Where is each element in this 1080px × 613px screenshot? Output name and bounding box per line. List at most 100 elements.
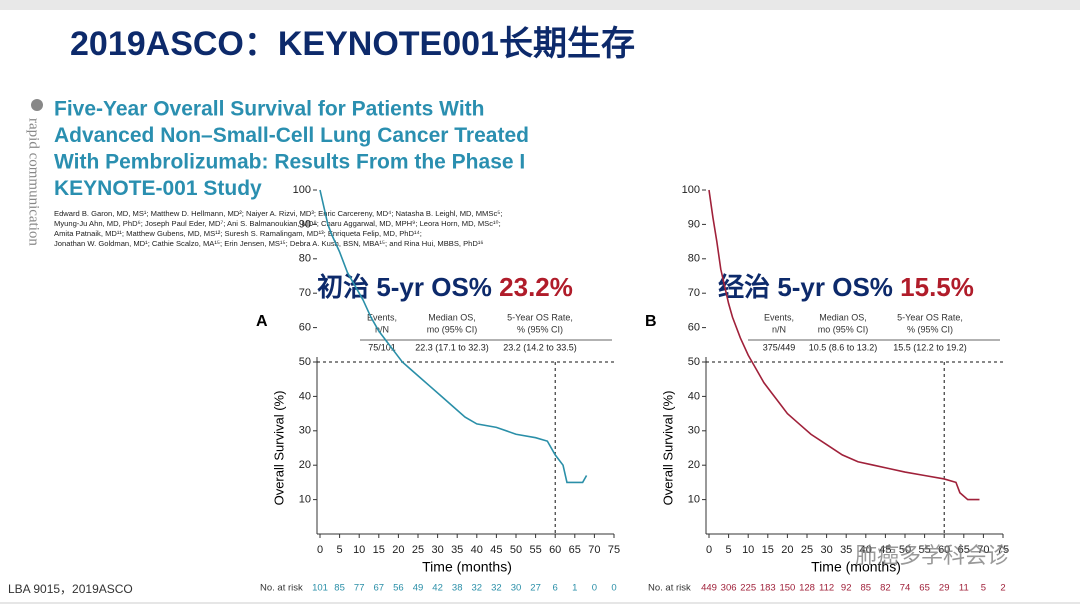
paper-title: KEYNOTE-001 Study <box>54 177 262 200</box>
x-tick-label: 45 <box>490 544 502 556</box>
heading-label: 初治 5-yr OS% <box>317 272 492 302</box>
x-tick-label: 75 <box>608 544 620 556</box>
x-tick-label: 10 <box>742 544 754 556</box>
logo-icon <box>31 99 43 111</box>
x-tick-label: 70 <box>977 544 989 556</box>
y-tick-label: 10 <box>299 494 311 506</box>
x-axis-label: Time (months) <box>422 559 512 575</box>
y-tick-label: 60 <box>688 322 700 334</box>
x-tick-label: 40 <box>860 544 872 556</box>
table-header: n/N <box>772 324 786 334</box>
at-risk-value: 449 <box>701 583 717 594</box>
footer: LBA 9015，2019ASCO <box>8 582 133 596</box>
table-header: % (95% CI) <box>517 324 563 334</box>
x-tick-label: 45 <box>879 544 891 556</box>
authors: Jonathan W. Goldman, MD¹; Cathie Scalzo,… <box>54 239 484 248</box>
at-risk-value: 30 <box>511 583 522 594</box>
x-tick-label: 5 <box>726 544 732 556</box>
y-axis-label: Overall Survival (%) <box>660 391 675 506</box>
x-tick-label: 75 <box>997 544 1009 556</box>
at-risk-value: 6 <box>553 583 558 594</box>
table-header: 5-Year OS Rate, <box>897 312 963 322</box>
x-tick-label: 50 <box>899 544 911 556</box>
at-risk-label: No. at risk <box>648 583 691 594</box>
at-risk-value: 92 <box>841 583 852 594</box>
y-tick-label: 90 <box>688 218 700 230</box>
authors: Edward B. Garon, MD, MS¹; Matthew D. Hel… <box>54 209 503 218</box>
at-risk-value: 2 <box>1000 583 1005 594</box>
at-risk-value: 82 <box>880 583 891 594</box>
table-header: n/N <box>375 324 389 334</box>
x-tick-label: 30 <box>820 544 832 556</box>
at-risk-label: No. at risk <box>260 583 303 594</box>
x-tick-label: 20 <box>781 544 793 556</box>
x-tick-label: 65 <box>958 544 970 556</box>
at-risk-value: 150 <box>779 583 795 594</box>
table-cell: 15.5 (12.2 to 19.2) <box>893 342 967 352</box>
at-risk-value: 0 <box>592 583 597 594</box>
survival-curve <box>319 189 588 484</box>
panel-letter: B <box>645 313 657 330</box>
x-tick-label: 15 <box>373 544 385 556</box>
table-cell: 10.5 (8.6 to 13.2) <box>809 342 878 352</box>
table-header: 5-Year OS Rate, <box>507 312 573 322</box>
at-risk-value: 65 <box>919 583 930 594</box>
paper-title: Advanced Non–Small-Cell Lung Cancer Trea… <box>54 124 529 147</box>
at-risk-value: 0 <box>611 583 616 594</box>
at-risk-value: 49 <box>413 583 424 594</box>
panel-heading: 初治 5-yr OS% 23.2% <box>317 272 573 302</box>
table-cell: 22.3 (17.1 to 32.3) <box>415 342 489 352</box>
x-tick-label: 5 <box>337 544 343 556</box>
table-cell: 23.2 (14.2 to 33.5) <box>503 342 577 352</box>
table-header: Median OS, <box>428 312 476 322</box>
y-tick-label: 70 <box>688 287 700 299</box>
x-tick-label: 30 <box>431 544 443 556</box>
x-tick-label: 70 <box>588 544 600 556</box>
x-tick-label: 55 <box>918 544 930 556</box>
at-risk-value: 74 <box>900 583 911 594</box>
x-tick-label: 15 <box>762 544 774 556</box>
at-risk-value: 77 <box>354 583 365 594</box>
y-tick-label: 40 <box>299 390 311 402</box>
x-axis-label: Time (months) <box>811 559 901 575</box>
at-risk-value: 42 <box>432 583 443 594</box>
panel-heading: 经治 5-yr OS% 15.5% <box>718 272 974 302</box>
x-tick-label: 10 <box>353 544 365 556</box>
authors: Myung-Ju Ahn, MD, PhD⁶; Joseph Paul Eder… <box>54 219 501 228</box>
slide-title: 2019ASCO：KEYNOTE001长期生存 <box>70 25 635 63</box>
paper-title: With Pembrolizumab: Results From the Pha… <box>54 151 525 174</box>
x-tick-label: 55 <box>529 544 541 556</box>
x-tick-label: 25 <box>801 544 813 556</box>
x-tick-label: 60 <box>938 544 950 556</box>
table-header: Events, <box>764 312 794 322</box>
y-tick-label: 60 <box>299 322 311 334</box>
top-band <box>0 0 1080 10</box>
at-risk-value: 101 <box>312 583 328 594</box>
x-tick-label: 40 <box>471 544 483 556</box>
at-risk-value: 306 <box>721 583 737 594</box>
at-risk-value: 225 <box>740 583 756 594</box>
table-header: Events, <box>367 312 397 322</box>
x-tick-label: 0 <box>706 544 712 556</box>
at-risk-value: 38 <box>452 583 463 594</box>
table-header: mo (95% CI) <box>818 324 869 334</box>
table-cell: 75/101 <box>368 342 396 352</box>
y-tick-label: 80 <box>299 253 311 265</box>
survival-curve <box>708 189 980 501</box>
y-tick-label: 50 <box>688 356 700 368</box>
table-header: mo (95% CI) <box>427 324 478 334</box>
x-tick-label: 25 <box>412 544 424 556</box>
at-risk-value: 1 <box>572 583 577 594</box>
at-risk-value: 32 <box>491 583 502 594</box>
y-tick-label: 30 <box>688 425 700 437</box>
panel-letter: A <box>256 313 268 330</box>
paper-title: Five-Year Overall Survival for Patients … <box>54 98 484 121</box>
x-tick-label: 20 <box>392 544 404 556</box>
authors: Amita Patnaik, MD¹¹; Matthew Gubens, MD,… <box>54 229 422 238</box>
y-tick-label: 100 <box>293 184 311 196</box>
y-tick-label: 50 <box>299 356 311 368</box>
y-tick-label: 80 <box>688 253 700 265</box>
y-tick-label: 100 <box>682 184 700 196</box>
at-risk-value: 27 <box>530 583 541 594</box>
